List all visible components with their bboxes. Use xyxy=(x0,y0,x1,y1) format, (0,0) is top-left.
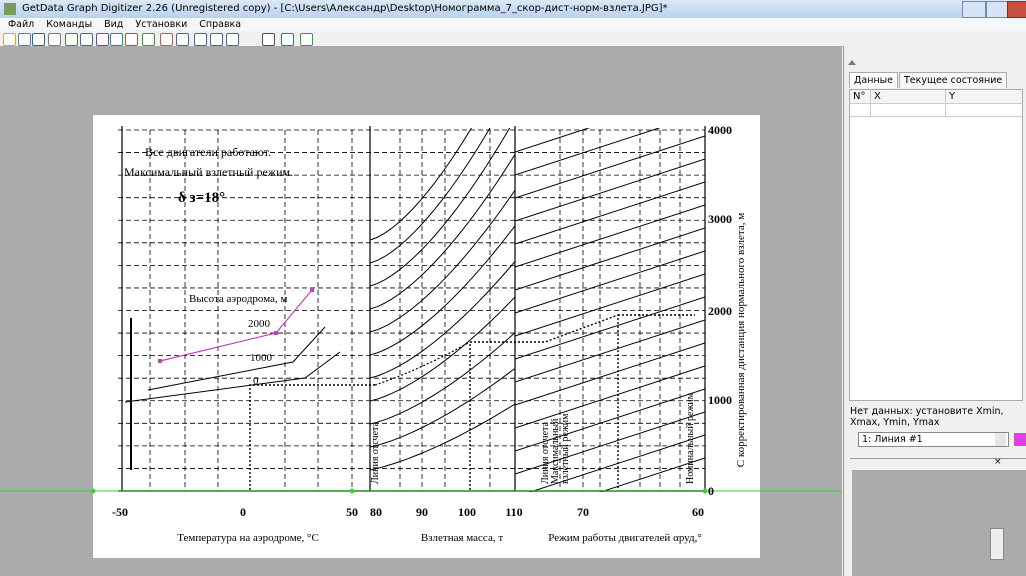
toolbar-button[interactable] xyxy=(226,33,239,46)
minimize-button[interactable] xyxy=(962,1,986,18)
toolbar-button[interactable] xyxy=(176,33,189,46)
menu-item[interactable]: Установки xyxy=(135,19,187,30)
reference-label: Линия отсчета xyxy=(370,422,381,484)
tab[interactable]: Данные xyxy=(849,72,898,88)
toolbar-button[interactable] xyxy=(281,33,294,46)
x-axis-label: Температура на аэродроме, °С xyxy=(177,532,319,544)
y-axis-label: С корректированная дистанция нормального… xyxy=(735,213,747,467)
menu-item[interactable]: Вид xyxy=(104,19,123,30)
x-tick-label: 90 xyxy=(416,505,428,519)
toolbar-button[interactable] xyxy=(160,33,173,46)
x-tick-label: 100 xyxy=(458,505,476,519)
data-table: N° X Y xyxy=(849,89,1023,401)
x-tick-label: 60 xyxy=(692,505,704,519)
toolbar-button[interactable] xyxy=(32,33,45,46)
spin-control[interactable] xyxy=(990,528,1004,560)
app-icon xyxy=(4,3,16,15)
y-tick-label: 2000 xyxy=(708,304,732,318)
toolbar-button[interactable] xyxy=(48,33,61,46)
reference-label: Номинальный режим xyxy=(685,392,696,484)
x-tick-label: 0 xyxy=(240,505,246,519)
close-subpanel[interactable]: × xyxy=(994,457,1002,467)
toolbar-button[interactable] xyxy=(110,33,123,46)
toolbar-button[interactable] xyxy=(96,33,109,46)
column-header: N° xyxy=(853,91,865,102)
subpanel xyxy=(852,470,1026,576)
column-header: Y xyxy=(949,91,955,102)
height-tick: 0 xyxy=(253,375,259,387)
toolbar-button[interactable] xyxy=(65,33,78,46)
y-tick-label: 0 xyxy=(708,484,714,498)
reference-label: взлетный режим xyxy=(560,413,571,484)
x-tick-label: 80 xyxy=(370,505,382,519)
height-tick: 1000 xyxy=(250,352,273,364)
toolbar-button[interactable] xyxy=(210,33,223,46)
dropdown-button[interactable] xyxy=(995,433,1006,446)
x-axis-label: Режим работы двигателей αруд,° xyxy=(548,532,702,544)
note: Максимальный взлетный режим. xyxy=(124,165,293,179)
y-tick-label: 4000 xyxy=(708,123,732,137)
column-header: X xyxy=(874,91,881,102)
line-select[interactable]: 1: Линия #1 xyxy=(858,432,1009,447)
close-button[interactable] xyxy=(1007,1,1026,18)
y-tick-label: 1000 xyxy=(708,393,732,407)
subpanel-header: × xyxy=(850,458,1026,469)
height-label: Высота аэродрома, м xyxy=(189,293,287,305)
line-color[interactable] xyxy=(1014,433,1026,446)
window-title: GetData Graph Digitizer 2.26 (Unregister… xyxy=(22,3,668,14)
toolbar-button[interactable] xyxy=(300,33,313,46)
x-tick-label: 70 xyxy=(577,505,589,519)
x-tick-label: -50 xyxy=(112,505,128,519)
x-tick-label: 50 xyxy=(346,505,358,519)
side-panel: Данные Текущее состояние N° X Y Нет данн… xyxy=(843,46,1026,576)
toolbar-button[interactable] xyxy=(142,33,155,46)
toolbar-button[interactable] xyxy=(18,33,31,46)
title-bar: GetData Graph Digitizer 2.26 (Unregister… xyxy=(0,0,1026,18)
toolbar-button[interactable] xyxy=(194,33,207,46)
app-window: GetData Graph Digitizer 2.26 (Unregister… xyxy=(0,0,1026,576)
menu-item[interactable]: Справка xyxy=(199,19,241,30)
toolbar-button[interactable] xyxy=(262,33,275,46)
toolbar xyxy=(0,31,1026,47)
y-tick-label: 3000 xyxy=(708,212,732,226)
tab[interactable]: Текущее состояние xyxy=(899,72,1007,88)
x-tick-label: 110 xyxy=(505,505,522,519)
maximize-button[interactable] xyxy=(986,1,1008,18)
note: δ з=18° xyxy=(178,190,225,206)
toolbar-button[interactable] xyxy=(3,33,16,46)
menu-bar: Файл Команды Вид Установки Справка xyxy=(0,18,1026,31)
collapse-arrow[interactable] xyxy=(848,60,856,65)
menu-item[interactable]: Команды xyxy=(46,19,92,30)
nomogram: Все двигатели работают. Максимальный взле… xyxy=(0,57,842,576)
toolbar-button[interactable] xyxy=(80,33,93,46)
note: Все двигатели работают. xyxy=(145,145,271,159)
height-tick: 2000 xyxy=(248,318,271,330)
menu-item[interactable]: Файл xyxy=(8,19,34,30)
status-message: Нет данных: установите Xmin, Xmax, Ymin,… xyxy=(850,406,1026,428)
toolbar-button[interactable] xyxy=(125,33,138,46)
x-axis-label: Взлетная масса, т xyxy=(421,532,503,544)
